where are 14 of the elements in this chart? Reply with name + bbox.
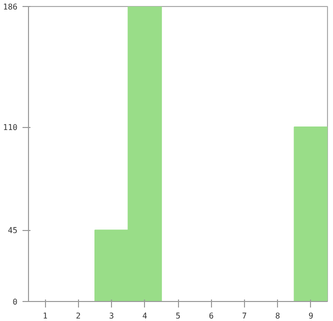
y-tick-label: 110 (3, 123, 18, 132)
x-tick-label: 9 (308, 312, 314, 320)
x-tick-label: 6 (208, 312, 214, 320)
y-tick-label: 45 (8, 226, 18, 236)
bar (294, 126, 328, 302)
x-tick-label: 4 (142, 312, 148, 320)
y-tick-label: 186 (3, 2, 18, 12)
x-tick-label: 2 (76, 312, 81, 320)
x-tick-label: 5 (176, 312, 181, 320)
y-tick-label: 0 (12, 298, 18, 306)
x-tick-label: 3 (109, 312, 114, 320)
x-tick-label: 1 (42, 312, 48, 320)
x-tick-label: 8 (275, 312, 280, 320)
x-tick-label: 7 (242, 312, 248, 320)
